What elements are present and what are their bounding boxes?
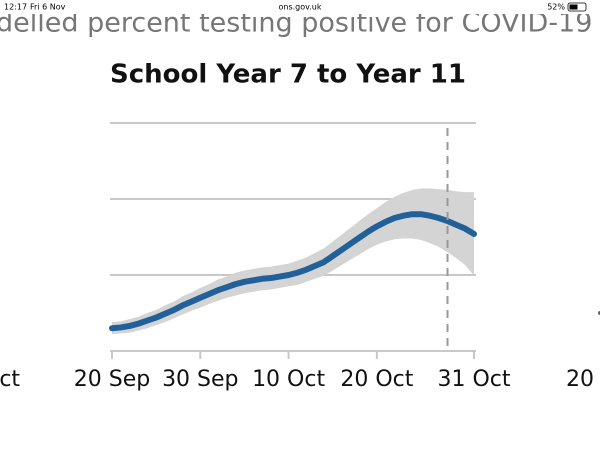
status-time: 12:17 — [4, 3, 27, 12]
x-tick-label: 20 Sep — [74, 367, 150, 392]
status-bar — [0, 0, 600, 14]
edge-label: Oct — [0, 367, 20, 392]
x-tick-label: 20 Oct — [340, 367, 413, 392]
edge-label: 20 — [566, 367, 594, 392]
battery-level: 52% — [547, 3, 565, 12]
url[interactable]: ons.gov.uk — [278, 3, 321, 12]
trend-line — [109, 211, 477, 332]
battery-icon — [567, 2, 587, 12]
chart-title: School Year 7 to Year 11 — [110, 60, 466, 90]
battery-fill — [569, 4, 578, 10]
x-tick-label: 30 Sep — [162, 367, 238, 392]
x-tick-label: 10 Oct — [252, 367, 325, 392]
x-tick-label: 31 Oct — [437, 367, 510, 392]
status-date: Fri 6 Nov — [30, 3, 66, 12]
